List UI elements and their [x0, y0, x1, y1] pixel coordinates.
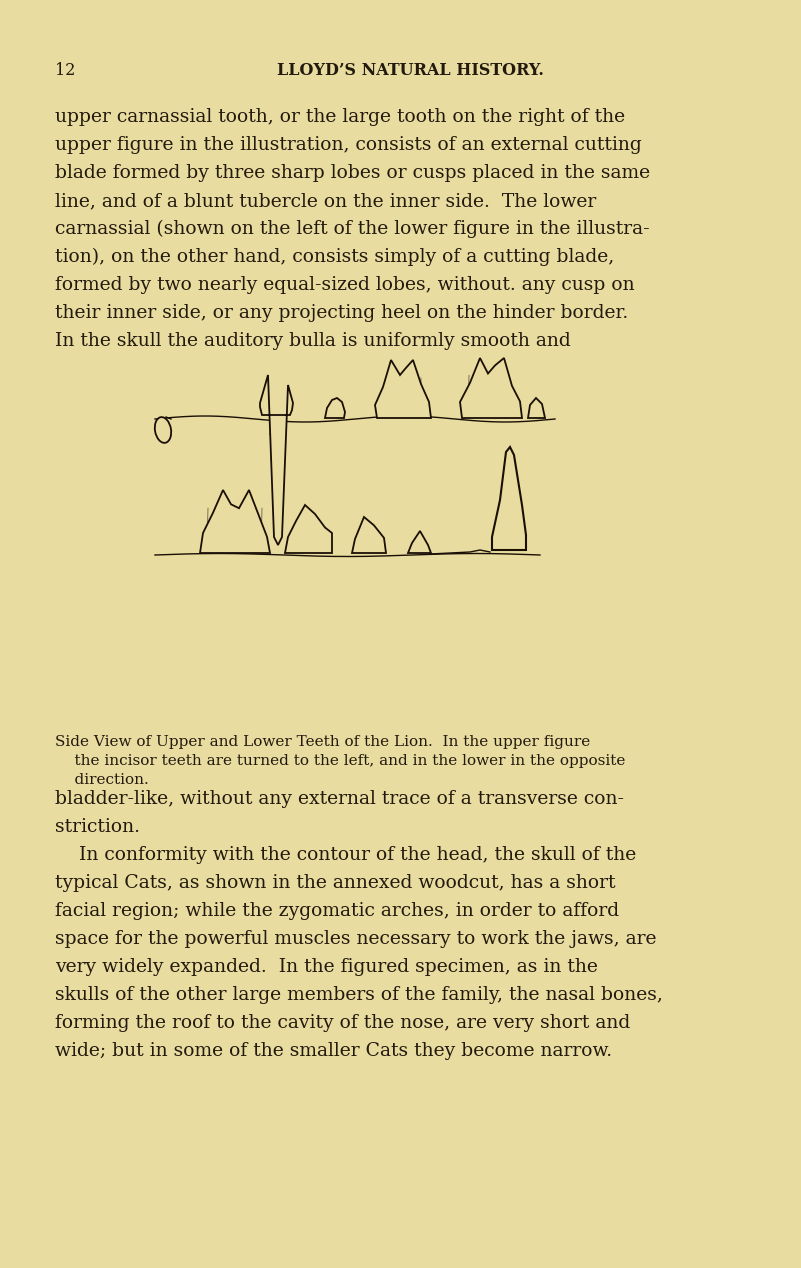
- Text: In the skull the auditory bulla is uniformly smooth and: In the skull the auditory bulla is unifo…: [55, 332, 571, 350]
- Text: tion), on the other hand, consists simply of a cutting blade,: tion), on the other hand, consists simpl…: [55, 249, 614, 266]
- Text: space for the powerful muscles necessary to work the jaws, are: space for the powerful muscles necessary…: [55, 929, 657, 948]
- Polygon shape: [352, 517, 386, 553]
- Text: Side View of Upper and Lower Teeth of the Lion.  In the upper figure: Side View of Upper and Lower Teeth of th…: [55, 735, 590, 749]
- Text: the incisor teeth are turned to the left, and in the lower in the opposite: the incisor teeth are turned to the left…: [55, 754, 626, 768]
- Text: skulls of the other large members of the family, the nasal bones,: skulls of the other large members of the…: [55, 987, 663, 1004]
- Text: In conformity with the contour of the head, the skull of the: In conformity with the contour of the he…: [55, 846, 636, 864]
- Polygon shape: [492, 448, 526, 550]
- Ellipse shape: [155, 417, 171, 443]
- Polygon shape: [408, 531, 431, 553]
- Polygon shape: [325, 398, 345, 418]
- Text: bladder-like, without any external trace of a transverse con-: bladder-like, without any external trace…: [55, 790, 624, 808]
- Polygon shape: [460, 358, 522, 418]
- Text: direction.: direction.: [55, 773, 149, 787]
- Text: 12: 12: [55, 62, 75, 79]
- Text: carnassial (shown on the left of the lower figure in the illustra-: carnassial (shown on the left of the low…: [55, 221, 650, 238]
- Text: LLOYD’S NATURAL HISTORY.: LLOYD’S NATURAL HISTORY.: [277, 62, 544, 79]
- Text: formed by two nearly equal-sized lobes, without. any cusp on: formed by two nearly equal-sized lobes, …: [55, 276, 634, 294]
- Text: forming the roof to the cavity of the nose, are very short and: forming the roof to the cavity of the no…: [55, 1014, 630, 1032]
- Text: very widely expanded.  In the figured specimen, as in the: very widely expanded. In the figured spe…: [55, 959, 598, 976]
- Polygon shape: [260, 375, 293, 545]
- Polygon shape: [528, 398, 545, 418]
- Text: typical Cats, as shown in the annexed woodcut, has a short: typical Cats, as shown in the annexed wo…: [55, 874, 615, 891]
- Text: their inner side, or any projecting heel on the hinder border.: their inner side, or any projecting heel…: [55, 304, 628, 322]
- Text: facial region; while the zygomatic arches, in order to afford: facial region; while the zygomatic arche…: [55, 902, 619, 921]
- Text: blade formed by three sharp lobes or cusps placed in the same: blade formed by three sharp lobes or cus…: [55, 164, 650, 183]
- Text: striction.: striction.: [55, 818, 140, 836]
- Text: line, and of a blunt tubercle on the inner side.  The lower: line, and of a blunt tubercle on the inn…: [55, 191, 596, 210]
- Polygon shape: [375, 360, 431, 418]
- Text: wide; but in some of the smaller Cats they become narrow.: wide; but in some of the smaller Cats th…: [55, 1042, 612, 1060]
- Text: upper carnassial tooth, or the large tooth on the right of the: upper carnassial tooth, or the large too…: [55, 108, 625, 126]
- Text: upper figure in the illustration, consists of an external cutting: upper figure in the illustration, consis…: [55, 136, 642, 153]
- Polygon shape: [285, 505, 332, 553]
- Polygon shape: [200, 489, 270, 553]
